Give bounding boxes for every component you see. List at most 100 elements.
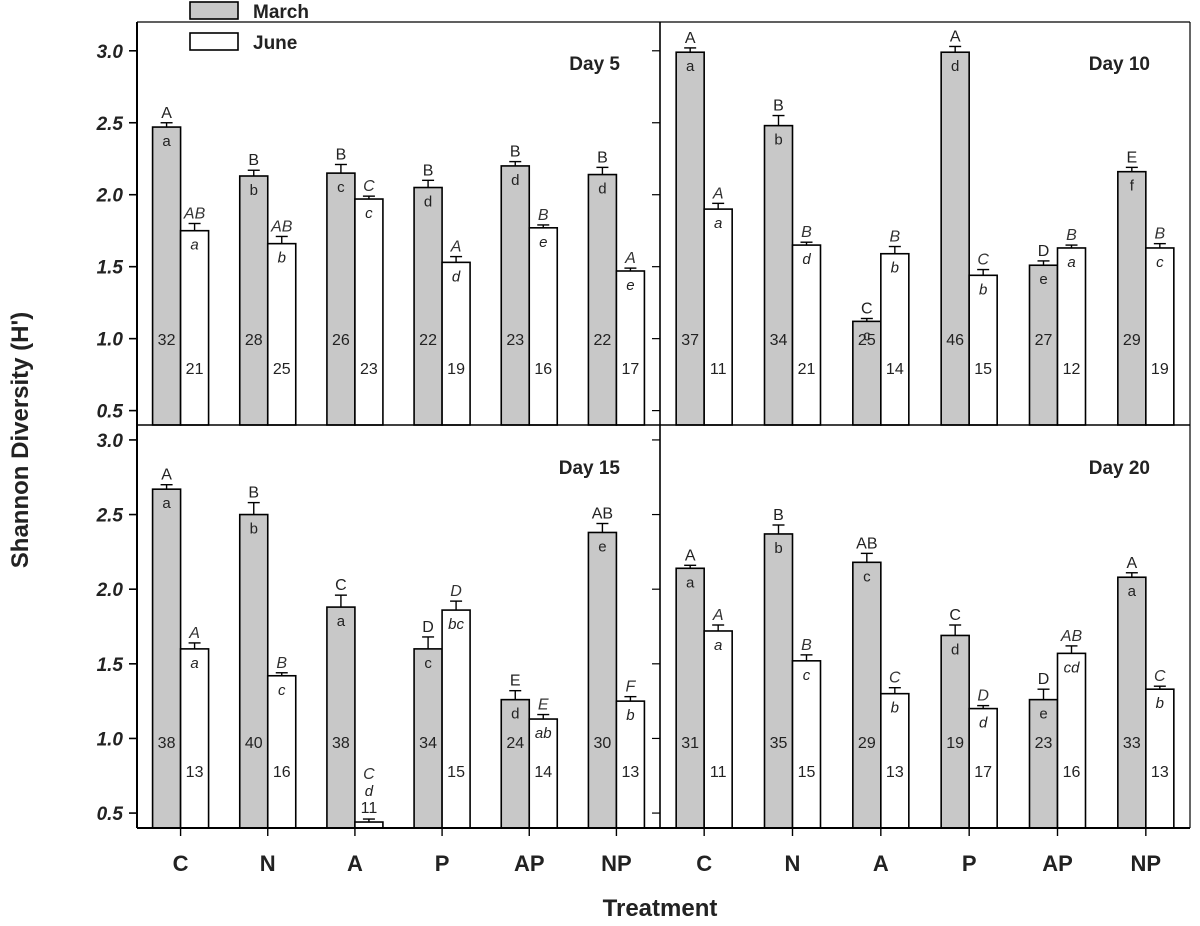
group-letter-lower: c [278,682,286,699]
sample-count-label: 25 [273,361,291,378]
x-tick-label-n: N [785,851,801,876]
y-tick-label: 1.5 [97,655,124,676]
sample-count-label: 46 [946,332,964,349]
y-tick-label: 0.5 [97,402,124,423]
legend-swatch-june [189,32,239,51]
group-letter-upper: A [450,239,462,256]
group-letter-lower: f [1130,178,1135,195]
group-letter-lower: bc [448,616,464,633]
x-tick-label-a: A [347,851,363,876]
group-letter-lower: e [626,277,634,294]
sample-count-label: 21 [186,361,204,378]
group-letter-lower: a [190,655,198,672]
group-letter-upper: C [335,577,347,594]
bar-march-np [587,173,618,426]
group-letter-lower: a [337,613,346,630]
sample-count-label: 14 [886,361,904,378]
group-letter-lower: a [686,58,695,75]
panel-day-5: Day 5Aa32ABa21Bb28ABb25Bc26Cc23Bd22Ad19B… [151,54,646,426]
group-letter-lower: d [598,181,606,198]
bar-march-np [1117,576,1147,829]
legend: March June [189,1,309,54]
group-letter-lower: d [365,783,374,800]
group-letter-lower: b [891,700,899,717]
sample-count-label: 17 [974,764,992,781]
bar-june-ap [1056,247,1087,426]
sample-count-label: 13 [1151,764,1169,781]
group-letter-upper: A [685,547,696,564]
group-letter-upper: D [1038,671,1050,688]
bar-june-c [179,229,210,426]
group-letter-upper: B [597,149,608,166]
group-letter-upper: C [861,300,873,317]
sample-count-label: 19 [946,735,964,752]
bar-june-n [791,660,822,829]
group-letter-upper: B [276,655,287,672]
group-letter-lower: e [539,234,547,251]
group-letter-upper: D [1038,243,1050,260]
group-letter-lower: a [162,495,171,512]
group-letter-upper: C [949,607,961,624]
group-letter-upper: B [801,224,812,241]
group-letter-lower: c [337,179,345,196]
group-letter-lower: d [511,172,519,189]
bar-june-a [354,198,384,426]
x-tick-label-p: P [435,851,450,876]
group-letter-upper: C [363,766,375,783]
group-letter-upper: A [188,625,200,642]
y-tick-label: 2.5 [96,506,124,527]
group-letter-lower: c [365,205,373,222]
panel-title: Day 20 [1089,458,1150,479]
group-letter-lower: b [626,707,634,724]
group-letter-upper: E [1126,149,1137,166]
sample-count-label: 12 [1063,361,1081,378]
y-tick-label: 3.0 [97,431,124,452]
group-letter-lower: b [250,521,258,538]
group-letter-upper: AB [856,535,877,552]
sample-count-label: 23 [360,361,378,378]
bar-march-a [852,320,882,426]
bar-march-p [940,51,970,426]
group-letter-lower: a [162,133,171,150]
x-tick-label-np: NP [1131,851,1162,876]
bar-march-a [852,561,882,829]
sample-count-label: 14 [534,764,552,781]
bar-march-ap [1028,264,1059,426]
group-letter-lower: b [891,260,899,277]
sample-count-label: 21 [798,361,816,378]
sample-count-label: 11 [710,361,727,378]
group-letter-upper: D [422,619,434,636]
axes-layer: 3.02.52.01.51.00.53.02.52.01.51.00.5C N A P… [96,21,1191,876]
group-letter-upper: B [889,229,900,246]
bar-march-n [763,533,794,829]
group-letter-lower: c [424,655,432,672]
group-letter-lower: c [803,667,811,684]
sample-count-label: 28 [245,332,263,349]
group-letter-lower: b [250,182,258,199]
bar-june-n [266,674,297,829]
sample-count-label: 13 [886,764,904,781]
group-letter-lower: d [802,251,811,268]
group-letter-upper: B [773,507,784,524]
sample-count-label: 24 [506,735,524,752]
group-letter-lower: a [1128,583,1137,600]
panel-day-20: Day 20 Aa 31 Aa 11 Bb 35 Bc 15 AB c 29 Cb 13 Cd 19 Dd 17 D… [675,458,1175,829]
group-letter-upper: C [1154,668,1166,685]
group-letter-upper: AB [1060,628,1083,645]
group-letter-lower: c [1156,254,1164,271]
sample-count-label: 22 [419,332,437,349]
group-letter-lower: b [774,540,782,557]
group-letter-lower: d [951,58,959,75]
x-tick-label-c: C [696,851,712,876]
bar-june-n [791,244,822,426]
bar-march-p [413,186,443,426]
group-letter-upper: B [1066,227,1077,244]
sample-count-label: 15 [974,361,992,378]
y-axis-title: Shannon Diversity (H') [7,312,34,568]
y-tick-label: 0.5 [97,804,124,825]
y-tick-label: 2.5 [96,114,124,135]
sample-count-label: 40 [245,735,263,752]
bar-june-p [441,609,471,829]
x-tick-label-a: A [873,851,889,876]
bar-march-a [326,172,356,426]
